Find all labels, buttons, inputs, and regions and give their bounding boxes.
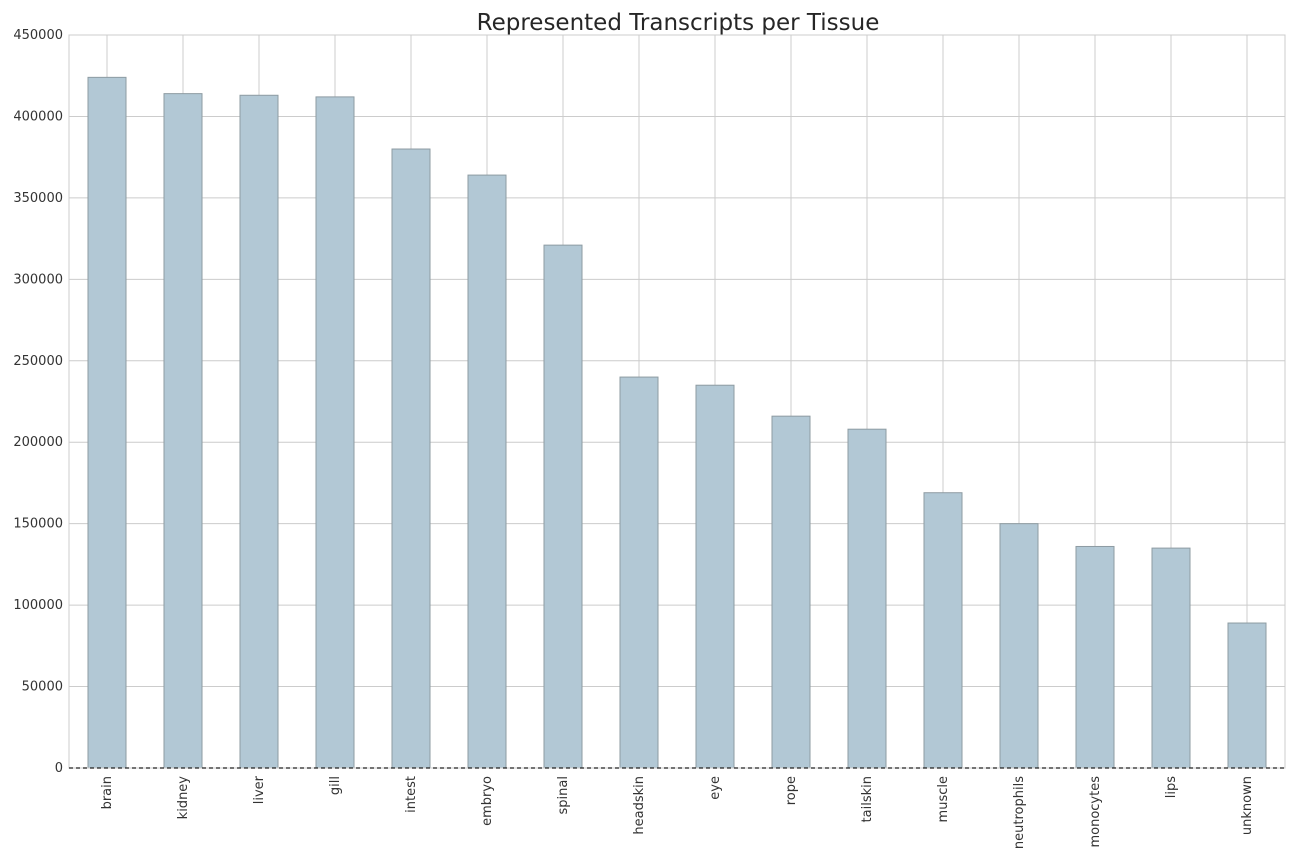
y-tick-label: 0 [55, 761, 63, 776]
x-tick-label: embryo [480, 776, 495, 826]
y-axis-ticks: 0 50000 100000 150000 200000 250000 300000 3500… [13, 28, 63, 776]
y-tick-label: 300000 [13, 272, 63, 287]
x-tick-label: headskin [632, 776, 647, 835]
x-tick-label: eye [708, 776, 723, 800]
bar-headskin [619, 376, 659, 769]
bar-lips [1151, 547, 1191, 769]
bar-embryo [467, 174, 507, 769]
chart-title: Represented Transcripts per Tissue [477, 10, 880, 36]
bar-liver [239, 94, 279, 769]
y-tick-label: 50000 [22, 680, 63, 695]
bar-rope [771, 415, 811, 769]
x-tick-label: kidney [176, 776, 191, 820]
y-tick-label: 250000 [13, 354, 63, 369]
bar-spinal [543, 244, 583, 769]
y-tick-label: 100000 [13, 598, 63, 613]
bar-eye [695, 384, 735, 769]
bar-monocytes [1075, 545, 1115, 769]
x-axis-ticks: brain kidney liver gill intest embryo spinal he… [100, 775, 1255, 849]
x-tick-label: brain [100, 776, 115, 809]
y-tick-label: 400000 [13, 109, 63, 124]
y-tick-label: 150000 [13, 517, 63, 532]
bar-tailskin [847, 428, 887, 769]
y-tick-label: 350000 [13, 191, 63, 206]
x-tick-label: gill [328, 776, 343, 795]
bar-kidney [163, 93, 203, 769]
x-tick-label: neutrophils [1012, 776, 1027, 849]
plot-frame [68, 34, 1286, 769]
x-tick-label: spinal [556, 776, 571, 814]
x-tick-label: tailskin [860, 776, 875, 822]
x-tick-label: unknown [1240, 776, 1255, 835]
x-tick-label: liver [252, 775, 267, 804]
bar-brain [87, 76, 127, 769]
y-tick-label: 450000 [13, 28, 63, 43]
bar-neutrophils [999, 523, 1039, 769]
y-tick-label: 200000 [13, 435, 63, 450]
bar-gill [315, 96, 355, 769]
x-tick-label: muscle [936, 776, 951, 822]
x-tick-label: monocytes [1088, 776, 1103, 848]
bar-intest [391, 148, 431, 769]
x-tick-label: lips [1164, 776, 1179, 798]
bar-muscle [923, 492, 963, 769]
bars [87, 76, 1267, 769]
x-tick-label: rope [784, 776, 799, 805]
x-tick-label: intest [404, 776, 419, 813]
bar-unknown [1227, 622, 1267, 769]
